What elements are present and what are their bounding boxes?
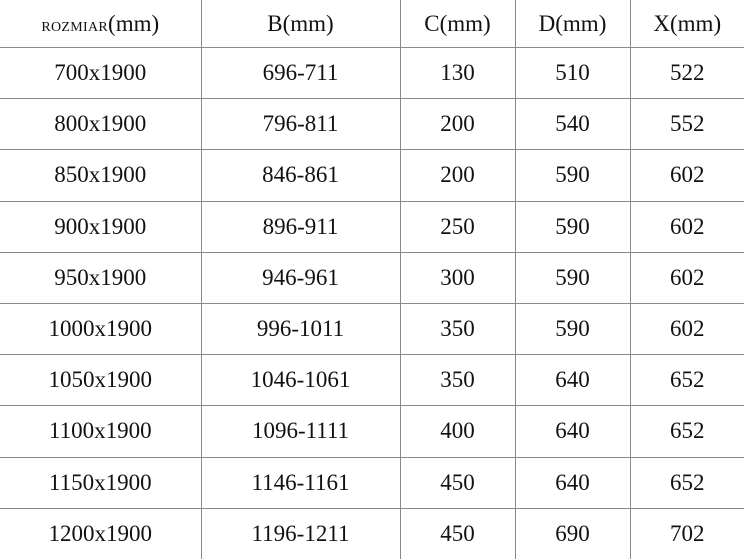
- table-row: 700x1900 696-711 130 510 522: [0, 46, 744, 100]
- cell-d: 640: [514, 354, 631, 407]
- cell-d: 590: [514, 302, 631, 356]
- cell-rozmiar: 1050x1900: [0, 354, 202, 407]
- cell-b: 1146-1161: [200, 456, 401, 509]
- table-row: 950x1900 946-961 300 590 602: [0, 251, 744, 304]
- cell-d: 640: [514, 405, 631, 458]
- table-row: 1100x1900 1096-1111 400 640 652: [0, 405, 744, 458]
- cell-x: 552: [629, 98, 744, 151]
- cell-x: 702: [629, 507, 744, 559]
- cell-b: 696-711: [200, 46, 401, 100]
- cell-rozmiar: 850x1900: [0, 149, 202, 202]
- cell-rozmiar: 1200x1900: [0, 507, 202, 559]
- cell-c: 130: [399, 46, 516, 100]
- cell-c: 300: [399, 251, 516, 304]
- cell-c: 450: [399, 507, 516, 559]
- cell-c: 350: [399, 354, 516, 407]
- cell-x: 602: [629, 149, 744, 202]
- cell-c: 400: [399, 405, 516, 458]
- header-d: D(mm): [514, 0, 631, 48]
- cell-x: 652: [629, 354, 744, 407]
- cell-c: 350: [399, 302, 516, 356]
- cell-b: 796-811: [200, 98, 401, 151]
- cell-rozmiar: 800x1900: [0, 98, 202, 151]
- cell-rozmiar: 700x1900: [0, 46, 202, 100]
- table-row: 1150x1900 1146-1161 450 640 652: [0, 456, 744, 509]
- header-row: ROZMIAR(mm) B(mm) C(mm) D(mm) X(mm): [0, 0, 744, 48]
- cell-c: 450: [399, 456, 516, 509]
- cell-x: 602: [629, 200, 744, 253]
- cell-b: 996-1011: [200, 302, 401, 356]
- cell-c: 200: [399, 149, 516, 202]
- header-rozmiar: ROZMIAR(mm): [0, 0, 202, 48]
- cell-c: 250: [399, 200, 516, 253]
- cell-rozmiar: 950x1900: [0, 251, 202, 304]
- cell-rozmiar: 900x1900: [0, 200, 202, 253]
- table-row: 1050x1900 1046-1061 350 640 652: [0, 354, 744, 407]
- table-row: 900x1900 896-911 250 590 602: [0, 200, 744, 253]
- cell-b: 946-961: [200, 251, 401, 304]
- table-row: 850x1900 846-861 200 590 602: [0, 149, 744, 202]
- table-row: 1200x1900 1196-1211 450 690 702: [0, 507, 744, 559]
- table-row: 1000x1900 996-1011 350 590 602: [0, 302, 744, 356]
- cell-x: 652: [629, 456, 744, 509]
- cell-x: 652: [629, 405, 744, 458]
- cell-c: 200: [399, 98, 516, 151]
- cell-d: 510: [514, 46, 631, 100]
- cell-d: 640: [514, 456, 631, 509]
- cell-d: 590: [514, 200, 631, 253]
- cell-rozmiar: 1100x1900: [0, 405, 202, 458]
- cell-x: 602: [629, 251, 744, 304]
- header-x: X(mm): [629, 0, 744, 48]
- cell-rozmiar: 1000x1900: [0, 302, 202, 356]
- cell-d: 540: [514, 98, 631, 151]
- cell-b: 896-911: [200, 200, 401, 253]
- cell-b: 1196-1211: [200, 507, 401, 559]
- cell-b: 1096-1111: [200, 405, 401, 458]
- table-row: 800x1900 796-811 200 540 552: [0, 98, 744, 151]
- cell-d: 590: [514, 251, 631, 304]
- cell-d: 590: [514, 149, 631, 202]
- cell-x: 602: [629, 302, 744, 356]
- cell-rozmiar: 1150x1900: [0, 456, 202, 509]
- header-c: C(mm): [399, 0, 516, 48]
- cell-d: 690: [514, 507, 631, 559]
- cell-x: 522: [629, 46, 744, 100]
- cell-b: 846-861: [200, 149, 401, 202]
- header-b: B(mm): [200, 0, 401, 48]
- cell-b: 1046-1061: [200, 354, 401, 407]
